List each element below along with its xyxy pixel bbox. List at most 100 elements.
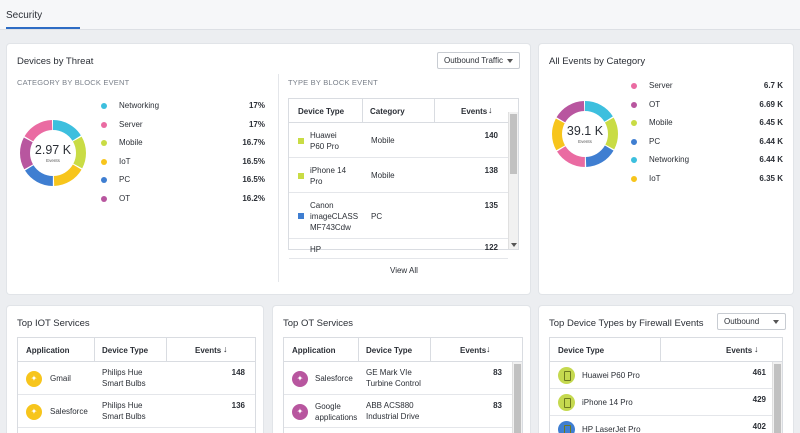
table-row[interactable]: Huawei P60 Pro Mobile 140 (289, 123, 508, 158)
sort-down-icon[interactable]: ↓ (754, 344, 759, 354)
legend-label: OT (119, 193, 131, 203)
donut-total: 39.1 K (567, 124, 604, 138)
card-title: Top IOT Services (17, 318, 90, 329)
device-type-cell: HP LaserJet Pro (582, 425, 641, 433)
legend-item[interactable]: OT 16.2% (101, 193, 265, 212)
device-icon (558, 367, 575, 384)
legend-item[interactable]: IoT 16.5% (101, 156, 265, 175)
column-header-device-type[interactable]: Device Type (102, 346, 149, 355)
legend-dot-icon (631, 175, 637, 182)
table-scrollbar[interactable] (508, 112, 518, 249)
device-type-cell: GE Mark VIe (366, 368, 412, 377)
scrollbar-thumb[interactable] (774, 364, 781, 433)
legend-item[interactable]: PC 6.44 K (631, 136, 783, 155)
category-color-icon (298, 137, 304, 144)
table-row[interactable]: HP LaserJet Pro 402 (550, 416, 772, 433)
legend-label: IoT (649, 173, 661, 183)
legend-item[interactable]: Mobile 16.7% (101, 137, 265, 156)
donut-segment-mobile[interactable] (20, 120, 86, 186)
column-divider (362, 99, 363, 123)
donut-segment-iot[interactable] (552, 101, 618, 167)
donut-unit-label: Events (578, 139, 593, 144)
column-header-device-type[interactable]: Device Type (298, 107, 345, 116)
column-header-events[interactable]: Events (461, 107, 488, 116)
scrollbar-thumb[interactable] (510, 114, 517, 174)
table-header: Device Type Category Events ↓ (289, 99, 518, 123)
direction-dropdown[interactable]: Outbound (717, 313, 786, 330)
table-row[interactable]: ✦ Salesforce Philips Hue Smart Bulbs 136 (18, 395, 255, 428)
legend-value: 17% (248, 119, 265, 129)
column-header-events[interactable]: Events (195, 346, 222, 355)
sort-down-icon[interactable]: ↓ (223, 344, 228, 354)
sort-down-icon[interactable]: ↓ (488, 105, 493, 115)
view-all-link[interactable]: View All (390, 266, 418, 275)
donut-total: 2.97 K (35, 143, 72, 157)
events-cell: 136 (231, 401, 245, 410)
table-row[interactable]: iPhone 14 Pro Mobile 138 (289, 158, 508, 193)
section-divider (278, 74, 279, 282)
donut-segment-networking[interactable] (552, 101, 618, 167)
legend-item[interactable]: OT 6.69 K (631, 99, 783, 118)
category-legend: Networking 17% Server 17% Mobile 16.7% IoT 16.5… (101, 100, 265, 212)
legend-value: 16.7% (242, 138, 265, 148)
legend-item[interactable]: IoT 6.35 K (631, 173, 783, 192)
donut-segment-mobile[interactable] (552, 101, 618, 167)
column-header-device-type[interactable]: Device Type (558, 346, 605, 355)
legend-item[interactable]: PC 16.5% (101, 174, 265, 193)
devices-by-threat-card: Devices by Threat Outbound Traffic CATEG… (7, 44, 530, 294)
card-title: Top OT Services (283, 318, 354, 329)
table-row[interactable]: ✦ Salesforce GE Mark VIe Turbine Control 83 (284, 362, 512, 395)
scroll-down-arrow-icon[interactable] (511, 243, 517, 247)
column-divider (434, 99, 435, 123)
device-type-cell: Huawei P60 Pro (582, 371, 640, 380)
device-icon (558, 394, 575, 411)
events-cell: 140 (484, 131, 498, 140)
table-row[interactable]: HP 122 (289, 239, 508, 259)
legend-item[interactable]: Server 6.7 K (631, 80, 783, 99)
table-row[interactable]: iPhone 14 Pro 429 (550, 389, 772, 416)
table-header: Application Device Type Events ↓ (18, 338, 255, 362)
legend-item[interactable]: Server 17% (101, 119, 265, 138)
legend-dot-icon (631, 157, 637, 164)
legend-item[interactable]: Networking 6.44 K (631, 154, 783, 173)
table-row[interactable]: Canon imageCLASS MF743Cdw PC 135 (289, 193, 508, 239)
column-divider (358, 338, 359, 362)
category-subtitle: CATEGORY BY BLOCK EVENT (17, 78, 130, 87)
device-types-table: Device Type Events ↓ Huawei P60 Pro 461 iP… (549, 337, 783, 433)
table-scrollbar[interactable] (772, 362, 782, 433)
legend-label: Networking (119, 101, 160, 110)
device-type-cell: P60 Pro (310, 141, 339, 151)
legend-label: IoT (119, 156, 131, 166)
legend-value: 16.2% (242, 193, 265, 203)
legend-item[interactable]: Networking 17% (101, 100, 265, 119)
legend-label: PC (649, 136, 661, 146)
table-row[interactable]: Huawei P60 Pro 461 (550, 362, 772, 389)
events-cell: 135 (484, 201, 498, 210)
column-header-events[interactable]: Events (726, 346, 753, 355)
device-type-cell: MF743Cdw (310, 222, 351, 232)
donut-segment-networking[interactable] (20, 120, 86, 186)
column-header-application[interactable]: Application (26, 346, 70, 355)
legend-value: 16.5% (242, 156, 265, 166)
column-header-application[interactable]: Application (292, 346, 336, 355)
sort-down-icon[interactable]: ↓ (486, 344, 491, 354)
donut-segment-ot[interactable] (20, 120, 86, 186)
events-cell: 461 (752, 368, 766, 377)
table-row[interactable]: ✦ Google applications ABB ACS880 Industrial … (284, 395, 512, 428)
device-type-cell: Industrial Drive (366, 412, 420, 421)
traffic-direction-dropdown[interactable]: Outbound Traffic (437, 52, 520, 69)
column-header-category[interactable]: Category (370, 107, 405, 116)
chevron-down-icon (773, 320, 779, 324)
column-header-device-type[interactable]: Device Type (366, 346, 413, 355)
device-type-cell: Turbine Control (366, 379, 421, 388)
table-row[interactable]: ✦ Gmail Philips Hue Smart Bulbs 148 (18, 362, 255, 395)
dropdown-value: Outbound (724, 317, 760, 326)
scrollbar-thumb[interactable] (514, 364, 521, 433)
table-scrollbar[interactable] (512, 362, 522, 433)
device-type-cell: iPhone 14 (310, 165, 347, 175)
column-header-events[interactable]: Events (460, 346, 487, 355)
type-subtitle: TYPE BY BLOCK EVENT (288, 78, 378, 87)
legend-item[interactable]: Mobile 6.45 K (631, 117, 783, 136)
top-bar: Security (0, 0, 800, 30)
tab-security[interactable]: Security (6, 10, 43, 21)
